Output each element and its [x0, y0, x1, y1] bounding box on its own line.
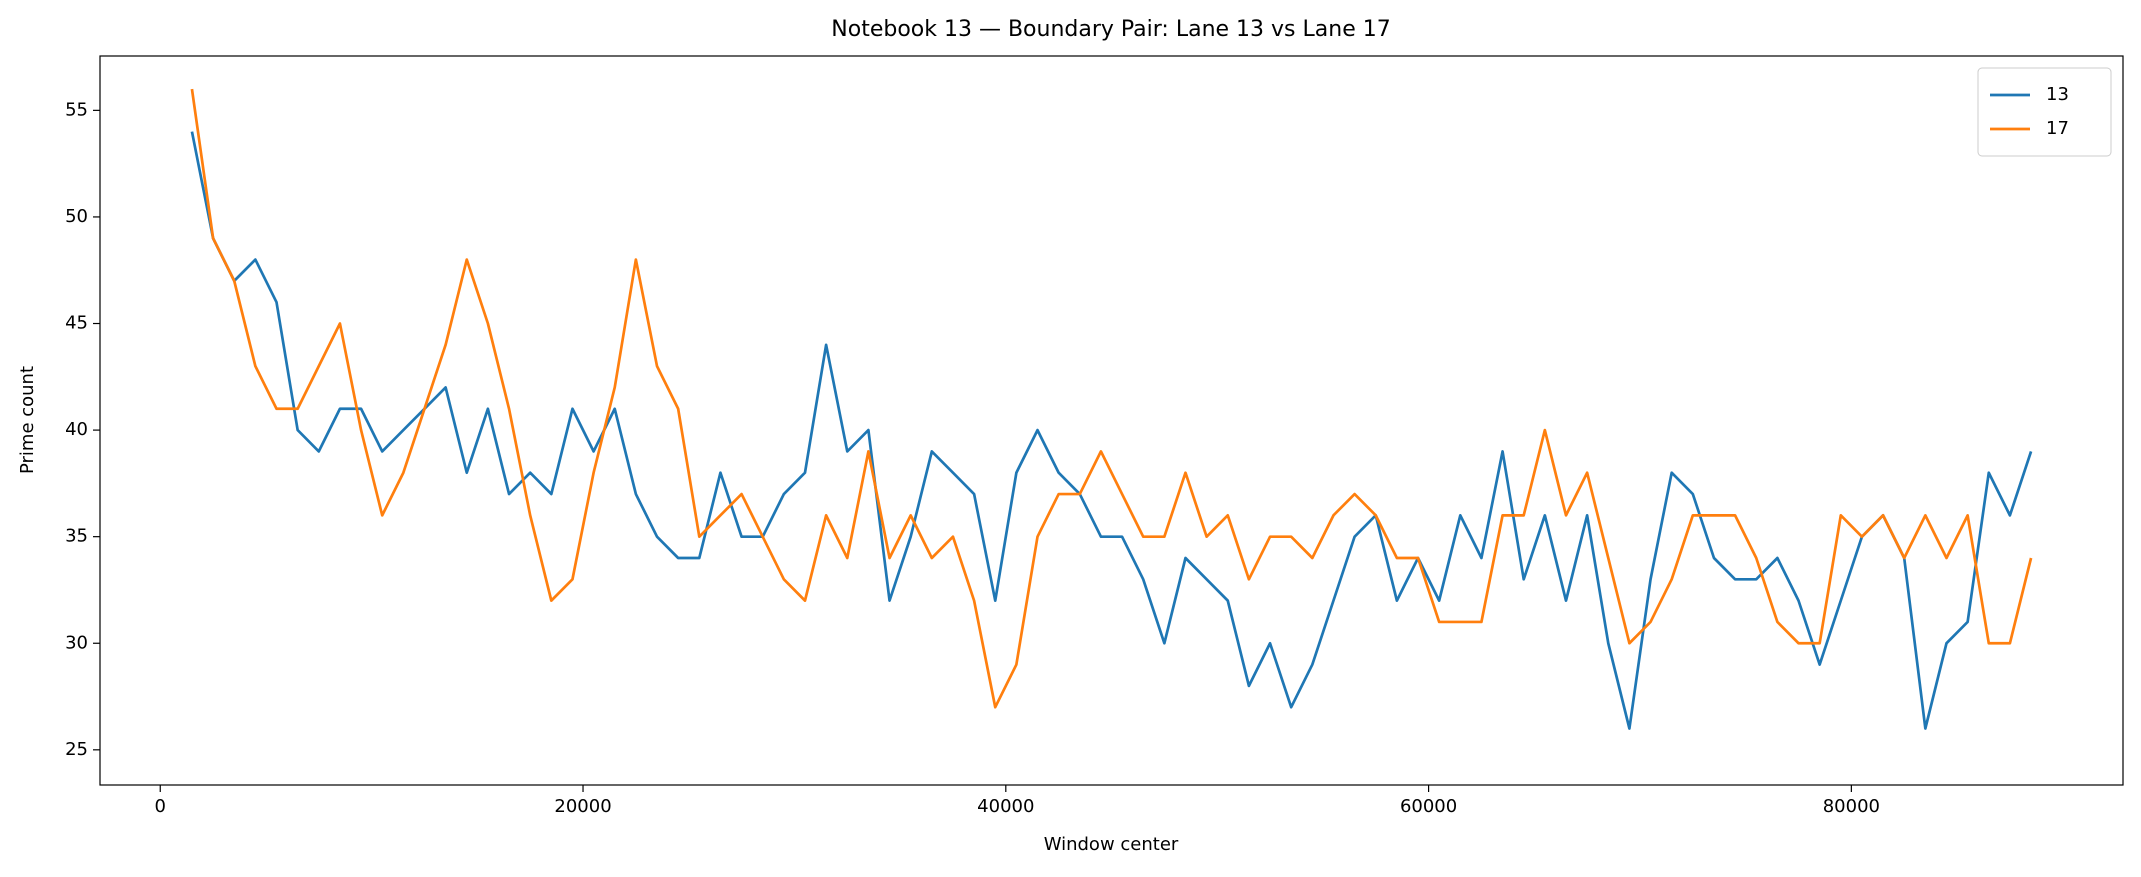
x-tick-label: 60000: [1400, 796, 1457, 817]
legend-box: [1977, 67, 2112, 157]
y-tick-label: 30: [65, 632, 88, 653]
y-tick-label: 50: [65, 206, 88, 227]
x-tick-label: 0: [155, 796, 166, 817]
series-line: [190, 88, 2033, 709]
y-tick-label: 40: [65, 419, 88, 440]
y-tick-label: 35: [65, 526, 88, 547]
x-tick-label: 40000: [977, 796, 1034, 817]
y-tick-label: 45: [65, 313, 88, 334]
legend-label: 17: [2046, 118, 2069, 139]
y-tick-label: 25: [65, 739, 88, 760]
x-axis-label: Window center: [1044, 834, 1179, 855]
y-axis-label: Prime count: [17, 366, 38, 474]
chart-title: Notebook 13 — Boundary Pair: Lane 13 vs …: [831, 17, 1390, 42]
legend-label: 13: [2046, 84, 2069, 105]
plot-frame: [99, 55, 2124, 786]
y-tick-label: 55: [65, 99, 88, 120]
x-tick-label: 80000: [1823, 796, 1880, 817]
x-tick-label: 20000: [554, 796, 611, 817]
series-line: [190, 131, 2033, 730]
